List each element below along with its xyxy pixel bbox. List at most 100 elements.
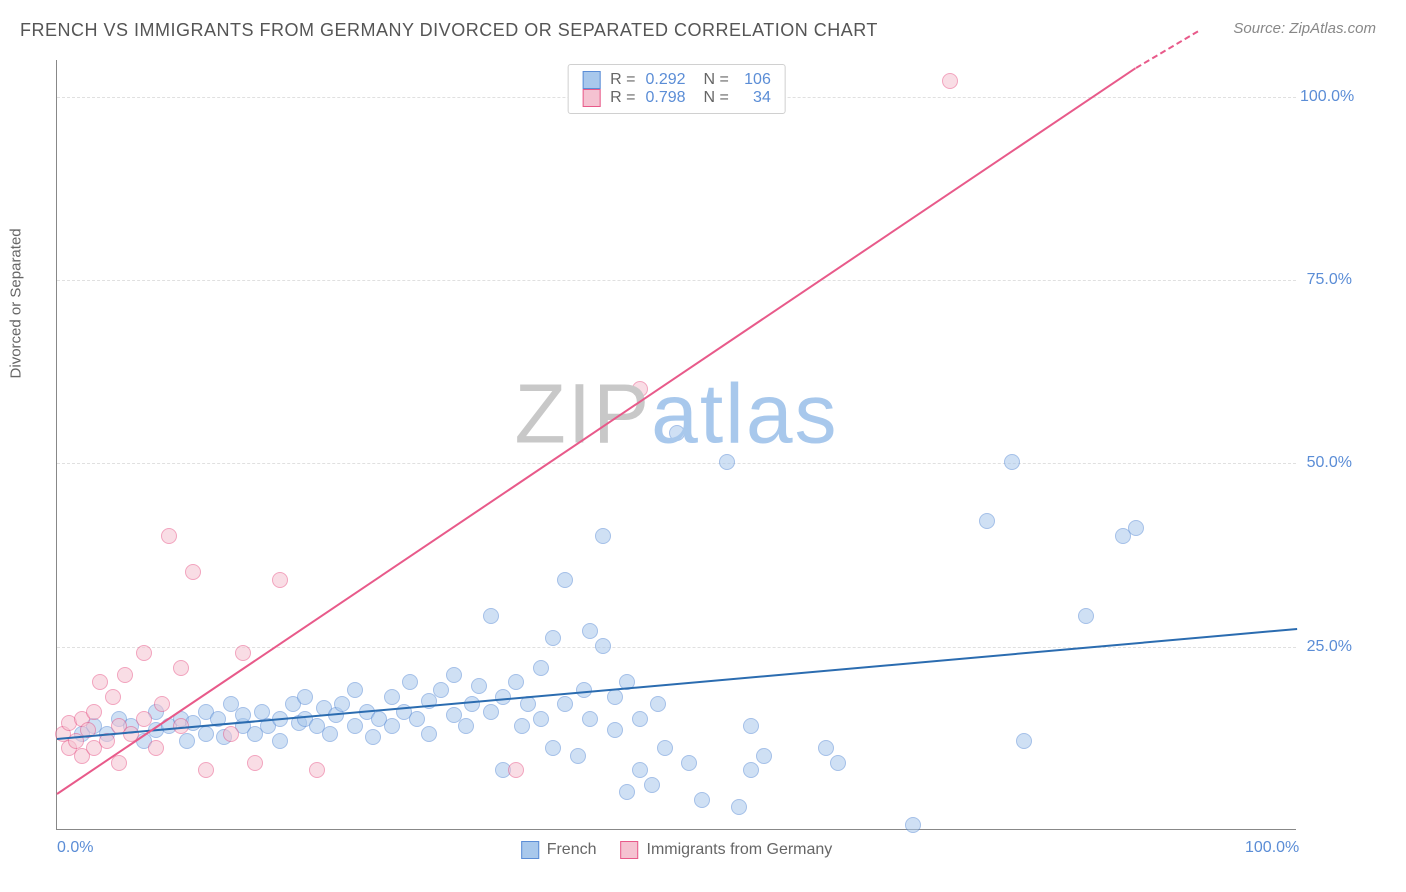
legend-swatch <box>620 841 638 859</box>
data-point <box>464 696 480 712</box>
legend-swatch <box>582 71 600 89</box>
watermark: ZIPatlas <box>514 365 838 462</box>
data-point <box>483 704 499 720</box>
data-point <box>173 660 189 676</box>
data-point <box>557 696 573 712</box>
y-tick-label: 50.0% <box>1300 454 1352 472</box>
legend-label: French <box>547 841 597 859</box>
data-point <box>409 711 425 727</box>
legend-item: Immigrants from Germany <box>620 841 832 859</box>
y-tick-label: 100.0% <box>1300 88 1352 106</box>
data-point <box>607 722 623 738</box>
plot-region: ZIPatlas R =0.292N =106R =0.798N =34 Fre… <box>56 60 1296 830</box>
data-point <box>570 748 586 764</box>
series-legend: French Immigrants from Germany <box>521 841 833 859</box>
header: FRENCH VS IMMIGRANTS FROM GERMANY DIVORC… <box>0 0 1406 51</box>
data-point <box>446 667 462 683</box>
legend-r-value: 0.798 <box>646 89 694 107</box>
data-point <box>421 726 437 742</box>
gridline <box>57 463 1296 464</box>
correlation-legend: R =0.292N =106R =0.798N =34 <box>567 64 786 114</box>
y-tick-label: 25.0% <box>1300 638 1352 656</box>
legend-r-label: R = <box>610 89 635 107</box>
data-point <box>595 528 611 544</box>
data-point <box>223 726 239 742</box>
data-point <box>154 696 170 712</box>
data-point <box>942 73 958 89</box>
legend-row: R =0.798N =34 <box>582 89 771 107</box>
data-point <box>743 762 759 778</box>
data-point <box>508 762 524 778</box>
data-point <box>309 762 325 778</box>
data-point <box>297 689 313 705</box>
data-point <box>322 726 338 742</box>
data-point <box>508 674 524 690</box>
gridline <box>57 280 1296 281</box>
data-point <box>86 704 102 720</box>
data-point <box>514 718 530 734</box>
data-point <box>334 696 350 712</box>
data-point <box>650 696 666 712</box>
data-point <box>582 623 598 639</box>
data-point <box>818 740 834 756</box>
data-point <box>254 704 270 720</box>
data-point <box>1128 520 1144 536</box>
chart-title: FRENCH VS IMMIGRANTS FROM GERMANY DIVORC… <box>20 20 878 41</box>
legend-n-label: N = <box>704 71 729 89</box>
data-point <box>743 718 759 734</box>
source-attribution: Source: ZipAtlas.com <box>1233 20 1376 37</box>
data-point <box>136 711 152 727</box>
data-point <box>148 740 164 756</box>
data-point <box>483 608 499 624</box>
legend-label: Immigrants from Germany <box>646 841 832 859</box>
data-point <box>719 454 735 470</box>
legend-swatch <box>582 89 600 107</box>
data-point <box>545 740 561 756</box>
data-point <box>384 718 400 734</box>
data-point <box>105 689 121 705</box>
legend-row: R =0.292N =106 <box>582 71 771 89</box>
data-point <box>136 645 152 661</box>
data-point <box>979 513 995 529</box>
data-point <box>557 572 573 588</box>
data-point <box>533 711 549 727</box>
data-point <box>582 711 598 727</box>
legend-n-value: 106 <box>739 71 771 89</box>
data-point <box>272 572 288 588</box>
data-point <box>756 748 772 764</box>
data-point <box>347 682 363 698</box>
data-point <box>905 817 921 833</box>
data-point <box>533 660 549 676</box>
data-point <box>694 792 710 808</box>
data-point <box>545 630 561 646</box>
data-point <box>1016 733 1032 749</box>
data-point <box>402 674 418 690</box>
source-label: Source: <box>1233 20 1285 37</box>
x-tick-label: 0.0% <box>57 839 93 857</box>
data-point <box>247 755 263 771</box>
legend-swatch <box>521 841 539 859</box>
legend-n-label: N = <box>704 89 729 107</box>
data-point <box>185 564 201 580</box>
data-point <box>520 696 536 712</box>
legend-item: French <box>521 841 597 859</box>
data-point <box>198 726 214 742</box>
legend-r-value: 0.292 <box>646 71 694 89</box>
data-point <box>235 645 251 661</box>
data-point <box>471 678 487 694</box>
data-point <box>458 718 474 734</box>
data-point <box>161 528 177 544</box>
data-point <box>669 425 685 441</box>
data-point <box>1078 608 1094 624</box>
data-point <box>384 689 400 705</box>
data-point <box>117 667 133 683</box>
trend-line <box>56 68 1136 796</box>
data-point <box>433 682 449 698</box>
data-point <box>179 733 195 749</box>
data-point <box>595 638 611 654</box>
data-point <box>632 711 648 727</box>
data-point <box>198 762 214 778</box>
watermark-zip: ZIP <box>514 366 651 460</box>
data-point <box>681 755 697 771</box>
data-point <box>607 689 623 705</box>
